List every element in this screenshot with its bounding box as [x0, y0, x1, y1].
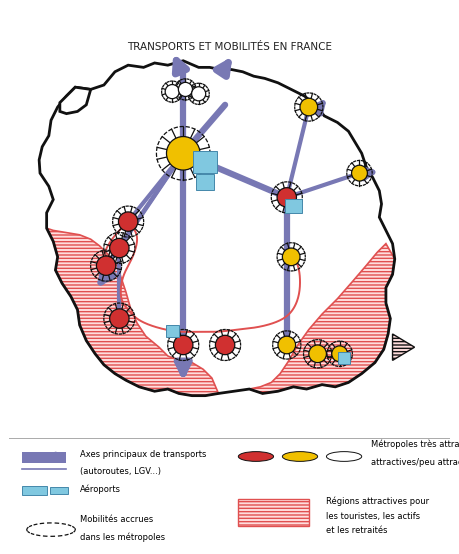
Text: attractives/peu attractives: attractives/peu attractives — [370, 458, 459, 467]
Circle shape — [174, 335, 193, 355]
Circle shape — [332, 346, 347, 362]
Circle shape — [282, 248, 300, 266]
Circle shape — [96, 256, 116, 275]
Bar — [22, 452, 67, 463]
Circle shape — [277, 188, 297, 207]
Polygon shape — [249, 244, 395, 393]
Bar — [238, 499, 309, 526]
Polygon shape — [392, 334, 414, 361]
Text: et les retraités: et les retraités — [326, 526, 388, 535]
Text: dans les métropoles: dans les métropoles — [80, 532, 165, 542]
Circle shape — [300, 98, 318, 116]
Circle shape — [278, 336, 296, 354]
Bar — [22, 486, 47, 495]
Bar — [50, 487, 68, 494]
Polygon shape — [60, 87, 91, 114]
Bar — [338, 352, 350, 364]
Text: TRANSPORTS ET MOBILITÉS EN FRANCE: TRANSPORTS ET MOBILITÉS EN FRANCE — [127, 42, 332, 52]
Bar — [196, 173, 214, 191]
Circle shape — [110, 309, 129, 328]
Circle shape — [191, 87, 206, 101]
Circle shape — [118, 212, 138, 231]
Circle shape — [165, 85, 179, 99]
Circle shape — [309, 345, 326, 363]
Circle shape — [215, 335, 235, 355]
Text: (autoroutes, LGV...): (autoroutes, LGV...) — [80, 466, 161, 476]
Text: Aéroports: Aéroports — [80, 485, 121, 494]
Circle shape — [110, 238, 129, 258]
Circle shape — [352, 165, 367, 181]
Text: Axes principaux de transports: Axes principaux de transports — [80, 449, 206, 459]
Circle shape — [179, 83, 192, 96]
Circle shape — [282, 452, 318, 461]
Text: Régions attractives pour: Régions attractives pour — [326, 497, 430, 506]
Bar — [285, 199, 302, 213]
Circle shape — [238, 452, 274, 461]
Circle shape — [326, 452, 362, 461]
Polygon shape — [47, 228, 218, 396]
Text: les touristes, les actifs: les touristes, les actifs — [326, 512, 420, 521]
Text: Métropoles très attractives/: Métropoles très attractives/ — [370, 439, 459, 449]
Circle shape — [167, 136, 200, 170]
Bar — [166, 325, 179, 337]
Text: Mobilités accrues: Mobilités accrues — [80, 515, 153, 525]
Bar — [193, 151, 218, 173]
